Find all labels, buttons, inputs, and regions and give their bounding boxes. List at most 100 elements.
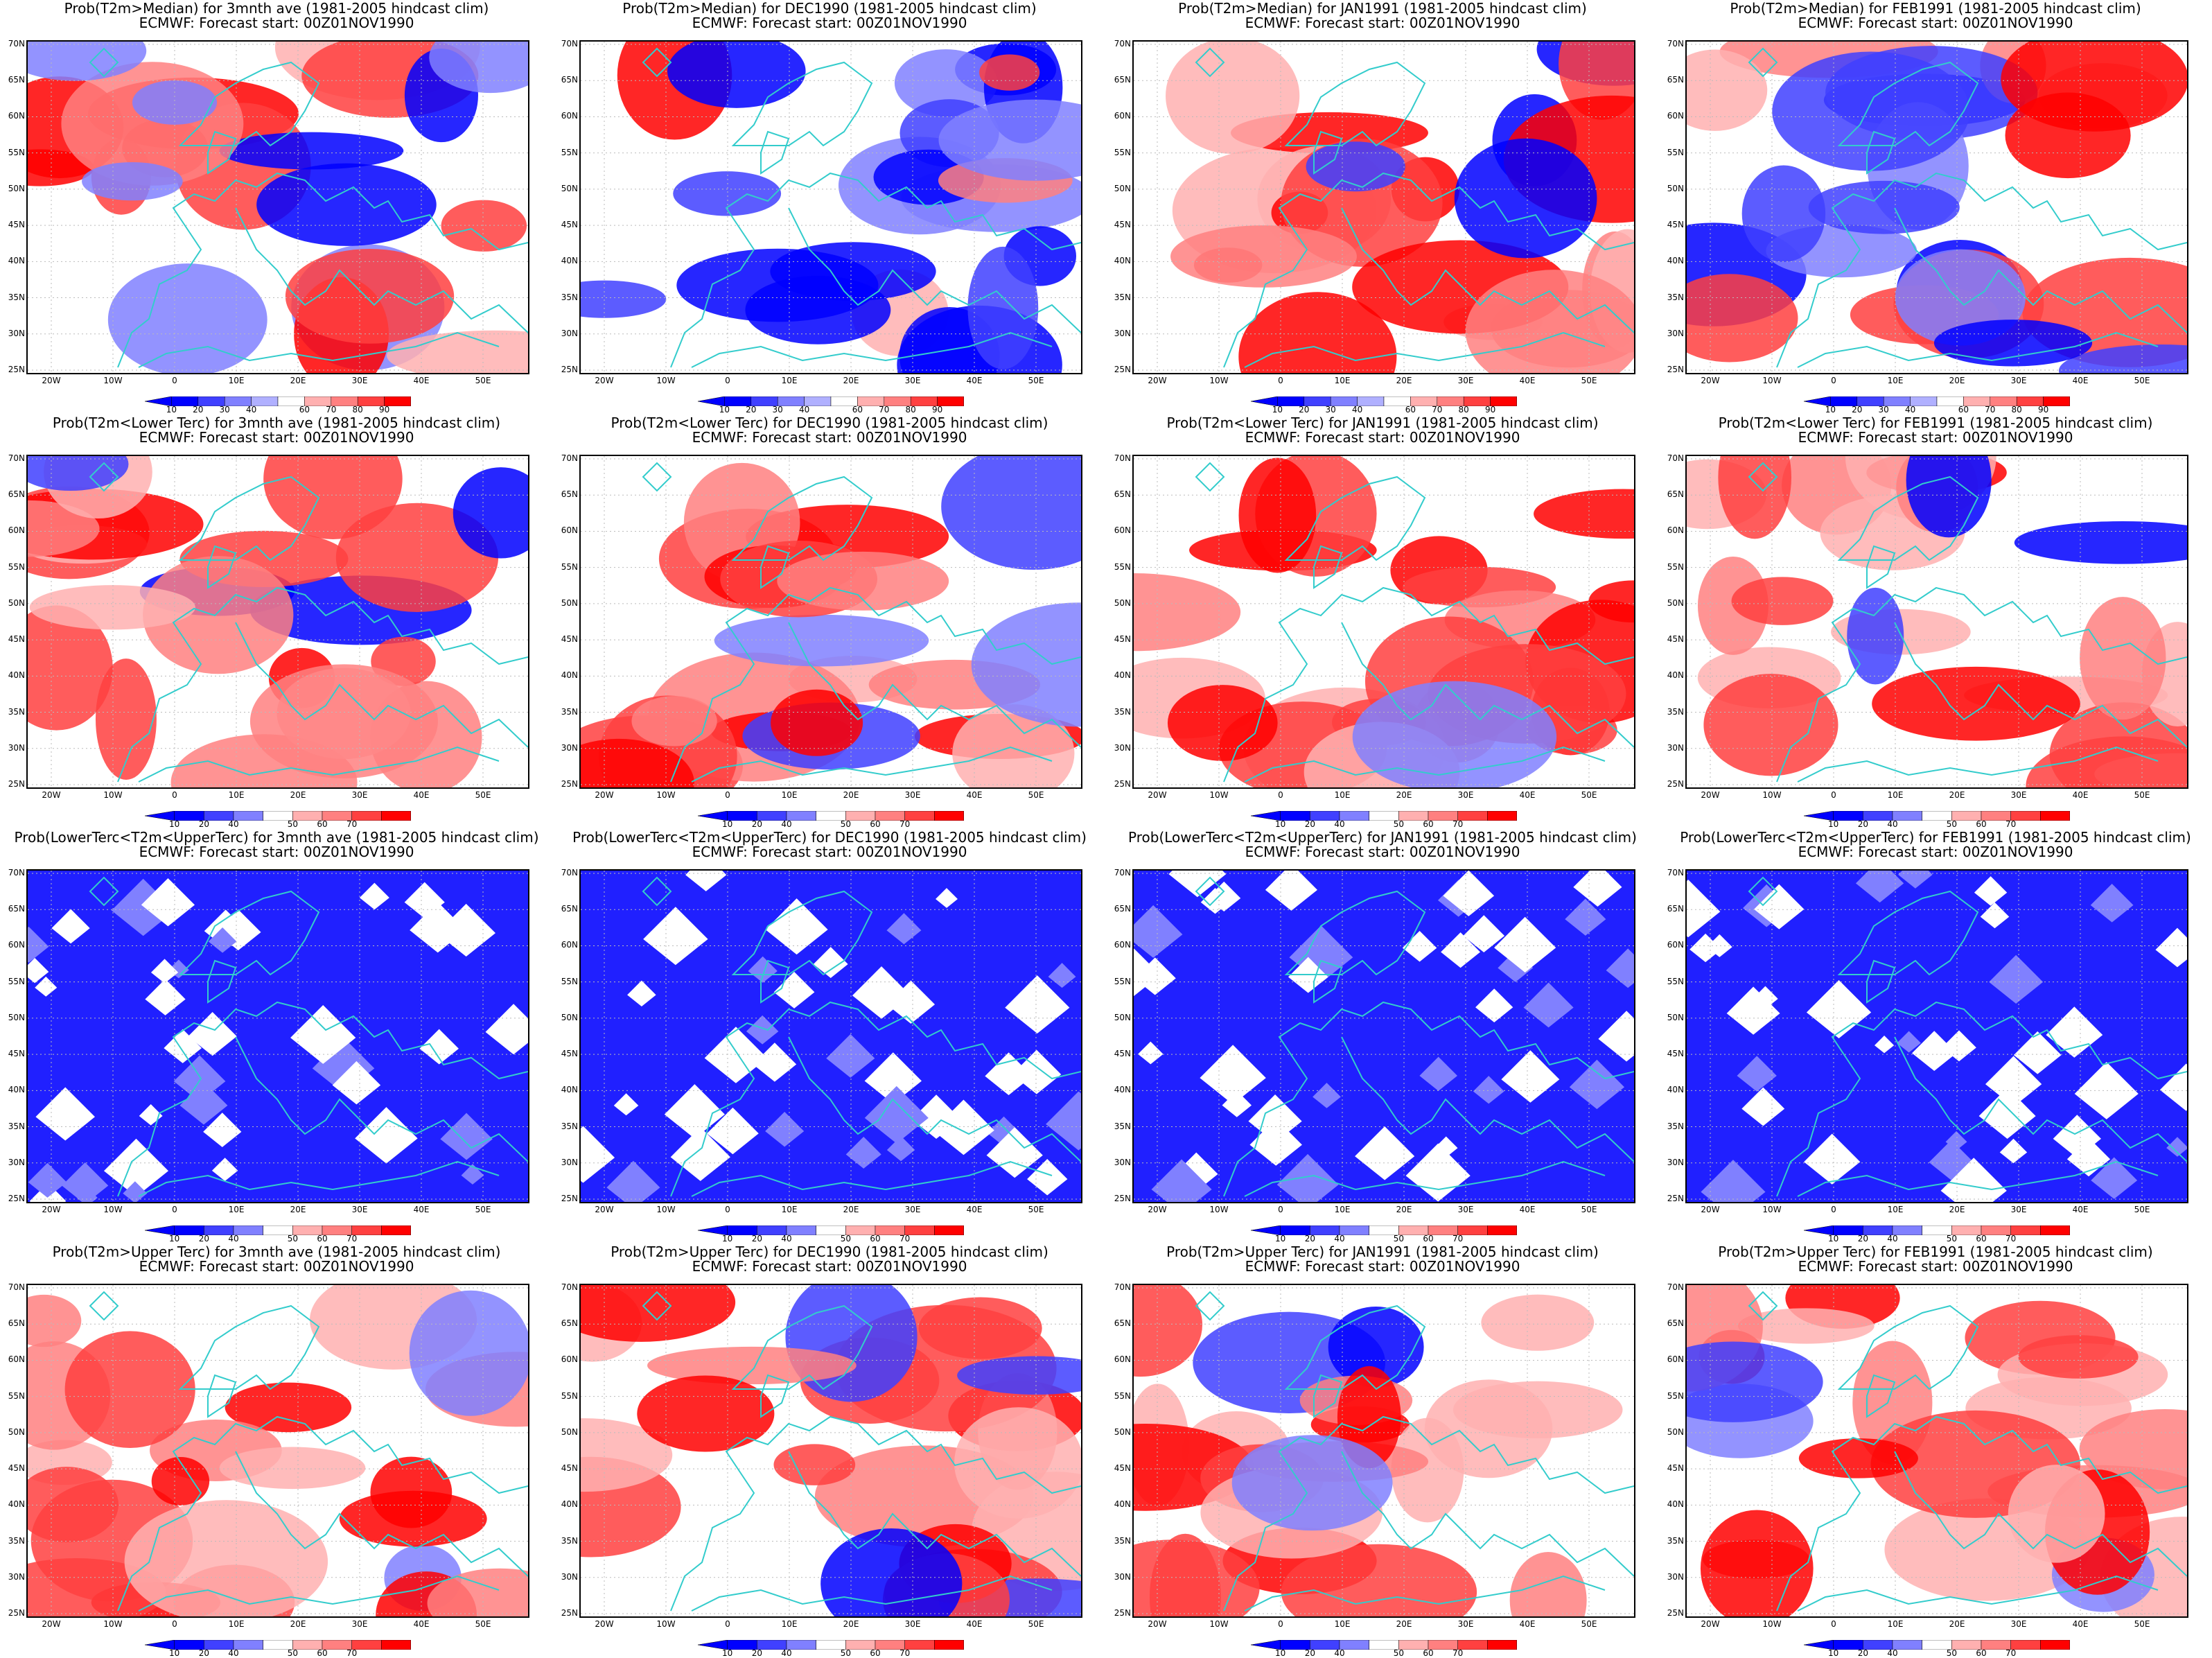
colorbar-swatch [934,1640,964,1650]
longitude-label: 10E [781,790,798,800]
colorbar-label: 50 [1393,819,1404,829]
latitude-label: 70N [561,868,578,878]
probability-shading [1134,1285,1623,1616]
probability-fill [1737,1056,1777,1092]
probability-fill [1134,957,1176,995]
longitude-label: 10W [103,376,123,385]
colorbar-label: 50 [840,819,851,829]
panel-title: Prob(T2m<Lower Terc) for JAN1991 (1981-2… [1106,416,1659,445]
probability-fill [1980,902,2010,929]
probability-fill [1703,674,1838,776]
colorbar-label: 60 [317,1234,328,1244]
panel-title: Prob(T2m>Median) for DEC1990 (1981-2005 … [553,1,1106,30]
latitude-label: 35N [1667,706,1684,717]
map-area [579,1284,1082,1618]
longitude-label: 30E [2010,790,2027,800]
colorbar-label: 60 [1976,1234,1987,1244]
latitude-label: 35N [561,292,578,302]
panel-subtitle: ECMWF: Forecast start: 00Z01NOV1990 [139,15,414,31]
latitude-label: 40N [1114,1085,1131,1095]
latitude-label: 45N [1114,1049,1131,1059]
probability-fill [748,956,778,983]
panel-subtitle: ECMWF: Forecast start: 00Z01NOV1990 [139,1258,414,1275]
probability-fill [2090,883,2134,923]
latitude-label: 40N [1114,256,1131,266]
colorbar-swatch [381,1225,411,1235]
longitude-label: 40E [1519,790,1536,800]
longitude-label: 40E [413,376,430,385]
colorbar [698,1225,964,1235]
longitude-label: 50E [475,376,491,385]
colorbar-label: 20 [1852,405,1863,414]
graticule [581,871,1081,1202]
colorbar-label: 10 [169,819,180,829]
longitude-label: 20E [843,1619,859,1629]
probability-fill [28,1162,67,1198]
panel-subtitle: ECMWF: Forecast start: 00Z01NOV1990 [1798,844,2073,860]
colorbar-label: 90 [378,405,390,414]
coastline [1195,462,1634,783]
probability-fill [1719,1181,1740,1200]
probability-fill [225,1382,352,1433]
panel-subtitle: ECMWF: Forecast start: 00Z01NOV1990 [692,429,967,446]
probability-fill [1005,975,1070,1033]
probability-fill [938,99,1081,181]
map-panel: Prob(T2m<Lower Terc) for 3mnth ave (1981… [0,414,553,829]
colorbar [145,1640,411,1650]
longitude-label: 20E [1949,1619,1965,1629]
latitude-label: 25N [561,1194,578,1203]
colorbar-label: 70 [1452,819,1464,829]
longitude-label: 10E [1887,1205,1904,1214]
longitude-label: 20E [1396,790,1412,800]
probability-fill [1741,165,1826,262]
probability-fill [1718,456,1791,539]
latitude-label: 65N [561,75,578,85]
colorbar-label: 30 [1325,405,1336,414]
colorbar-label: 10 [166,405,177,414]
latitude-label: 25N [1114,1194,1131,1203]
longitude-label: 30E [1457,376,1474,385]
colorbar [1251,811,1517,821]
colorbar-label: 50 [287,1648,298,1658]
latitude-label: 50N [561,1012,578,1022]
longitude-label: 10W [103,1205,123,1214]
probability-fill [150,959,179,984]
panel-title: Prob(LowerTerc<T2m<UpperTerc) for DEC199… [553,830,1106,859]
probability-fill [1523,982,1574,1028]
probability-fill [1276,1153,1339,1202]
probability-shading [28,42,528,373]
colorbar-label: 40 [781,819,792,829]
colorbar-label: 40 [228,1234,239,1244]
longitude-label: 50E [475,790,491,800]
probability-fill [1475,988,1513,1022]
colorbar-label: 10 [722,1648,733,1658]
latitude-label: 35N [1114,1121,1131,1131]
latitude-label: 30N [1667,328,1684,338]
probability-fill [1465,270,1634,373]
colorbar-label: 60 [1423,1648,1434,1658]
longitude-label: 20W [595,1205,614,1214]
colorbar-label: 70 [326,405,337,414]
latitude-label: 65N [8,75,25,85]
probability-fill [211,1158,238,1181]
map-svg [581,456,1081,787]
graticule [581,42,1081,373]
latitude-label: 50N [561,597,578,608]
colorbar-label: 60 [1976,1648,1987,1658]
panel-subtitle: ECMWF: Forecast start: 00Z01NOV1990 [1798,15,2073,31]
colorbar-label: 40 [1334,1648,1345,1658]
latitude-label: 45N [561,220,578,230]
colorbar-label: 20 [193,405,204,414]
panel-title: Prob(T2m>Upper Terc) for JAN1991 (1981-2… [1106,1245,1659,1274]
latitude-label: 60N [1667,111,1684,121]
longitude-label: 30E [904,376,921,385]
colorbar-label: 10 [1828,1648,1839,1658]
colorbar-label: 90 [1484,405,1496,414]
latitude-label: 25N [561,1608,578,1618]
map-panel: Prob(T2m>Median) for DEC1990 (1981-2005 … [553,0,1106,414]
colorbar-label: 70 [346,1234,358,1244]
latitude-label: 70N [1667,1282,1684,1292]
probability-fill [886,913,922,945]
probability-fill [256,163,437,246]
probability-fill [1606,948,1634,988]
